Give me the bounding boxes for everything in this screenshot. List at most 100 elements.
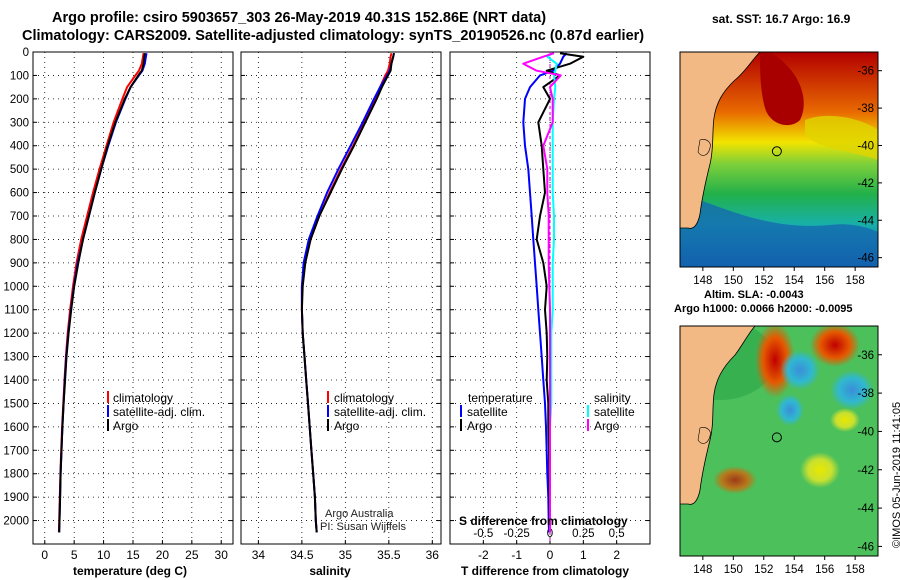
warm-water-patch: [760, 52, 804, 126]
x-tick-label: 34.5: [290, 548, 314, 562]
sla-negative-eddy: [780, 350, 820, 390]
depth-tick-label: 1200: [3, 328, 29, 340]
island: [697, 427, 711, 444]
lat-tick-label: -44: [857, 215, 874, 227]
lat-tick-label: -38: [857, 103, 874, 115]
warm-front-patch: [805, 115, 878, 160]
sst-map-title: sat. SST: 16.7 Argo: 16.9: [712, 12, 851, 26]
sla-negative-eddy: [830, 370, 874, 410]
depth-tick-label: 100: [10, 70, 29, 82]
s-diff-tick-label: -0.5: [473, 528, 493, 540]
salinity-panel-frame: [240, 51, 442, 545]
salinity-axis-labels: 34 34.5 35 35.5 36: [252, 548, 440, 562]
depth-tick-label: 200: [10, 94, 29, 106]
lon-tick-label: 156: [815, 275, 834, 287]
salinity-grid: [241, 51, 441, 544]
x-tick-label: 34: [252, 548, 266, 562]
lon-tick-label: 154: [785, 275, 805, 287]
depth-tick-label: 1800: [3, 469, 29, 481]
difference-axis-labels: -2 -1 0 1 2 -0.5 -0.25 0 0.25 0.5: [473, 528, 624, 562]
legend-satellite: satellite-adj. clim.: [113, 405, 205, 419]
sla-map: [680, 326, 878, 556]
series-argo: [300, 52, 395, 533]
x-tick-label: 25: [185, 548, 199, 562]
legend-s-argo: Argo: [594, 419, 620, 433]
depth-tick-label: 0: [23, 47, 29, 59]
x-tick-label: 35.5: [377, 548, 401, 562]
depth-tick-label: 1600: [3, 422, 29, 434]
s-diff-tick-label: 0: [547, 528, 553, 540]
sla-positive-eddy: [800, 452, 840, 488]
lon-tick-label: 148: [693, 275, 712, 287]
lon-tick-label: 150: [724, 564, 743, 576]
lat-tick-label: -46: [857, 541, 874, 553]
salinity-lines: [300, 52, 395, 533]
depth-tick-label: 1100: [4, 305, 29, 317]
depth-tick-label: 1000: [3, 281, 29, 293]
lat-tick-label: -38: [857, 388, 874, 400]
legend-argo: Argo: [113, 419, 139, 433]
legend-satellite: satellite-adj. clim.: [334, 405, 426, 419]
legend-s-satellite: satellite: [594, 405, 635, 419]
depth-tick-label: 1500: [3, 398, 29, 410]
depth-tick-label: 700: [10, 211, 29, 223]
legend-t-argo: Argo: [467, 419, 493, 433]
lat-tick-label: -46: [857, 253, 874, 265]
x-tick-label: 5: [71, 548, 78, 562]
sla-negative-eddy: [776, 394, 804, 426]
australia-landmass: [680, 52, 761, 229]
depth-tick-label: 1700: [3, 445, 29, 457]
lon-tick-label: 148: [693, 564, 712, 576]
lon-tick-label: 156: [815, 564, 834, 576]
s-diff-tick-label: 0.25: [572, 528, 594, 540]
difference-lines: [522, 52, 585, 533]
sla-map-title-line1: Altim. SLA: -0.0043: [704, 289, 804, 301]
legend-climatology: climatology: [334, 391, 394, 405]
lat-tick-label: -42: [857, 178, 874, 190]
s-diff-tick-label: 0.5: [609, 528, 625, 540]
cold-water-patch: [680, 200, 878, 267]
x-tick-label: 0: [41, 548, 48, 562]
x-tick-label: 30: [215, 548, 229, 562]
depth-tick-label: 800: [10, 234, 29, 246]
temperature-grid: [33, 51, 233, 544]
x-tick-label: 35: [339, 548, 353, 562]
depth-tick-label: 1900: [3, 492, 29, 504]
depth-tick-label: 2000: [3, 516, 29, 528]
australia-landmass: [680, 326, 756, 505]
depth-tick-label: 900: [10, 258, 29, 270]
x-tick-label: -2: [478, 548, 489, 562]
x-tick-label: 15: [126, 548, 140, 562]
legend-t-satellite: satellite: [467, 405, 508, 419]
depth-tick-label: 1300: [3, 352, 29, 364]
t-difference-xlabel: T difference from climatology: [461, 564, 629, 578]
series-salinity-argo: [522, 52, 562, 533]
series-temperature-argo: [535, 52, 585, 533]
map-axis-labels: -36 -38 -40 -42 -44 -46 148 150 152 154 156 158 -36 -…: [693, 66, 882, 576]
temperature-xlabel: temperature (deg C): [73, 564, 187, 578]
depth-tick-label: 400: [10, 141, 29, 153]
figure-title-line2: Climatology: CARS2009. Satellite-adjuste…: [22, 28, 645, 44]
depth-tick-label: 500: [10, 164, 29, 176]
lon-tick-label: 152: [754, 275, 773, 287]
depth-axis-labels: 0 100 200 300 400 500 600 700 800 900 1000 1100 1200…: [3, 47, 29, 528]
difference-legend: temperature satellite Argo salinity sate…: [459, 391, 635, 528]
float-position-marker: [771, 432, 782, 443]
lon-tick-label: 152: [754, 564, 773, 576]
x-tick-label: -1: [511, 548, 522, 562]
depth-tick-label: 1400: [3, 375, 29, 387]
legend-argo: Argo: [334, 419, 360, 433]
sst-map: [680, 52, 878, 267]
sst-map-frame: [679, 51, 879, 268]
lat-tick-label: -42: [857, 465, 874, 477]
legend-climatology: climatology: [113, 391, 173, 405]
s-diff-tick-label: -0.25: [504, 528, 530, 540]
lat-tick-label: -40: [857, 140, 874, 152]
s-difference-label: S difference from climatology: [459, 514, 628, 528]
sla-positive-eddy: [810, 326, 860, 367]
credit-line2: PI: Susan Wijffels: [320, 521, 406, 533]
lon-tick-label: 158: [846, 275, 865, 287]
island: [697, 139, 711, 156]
lat-tick-label: -40: [857, 426, 874, 438]
